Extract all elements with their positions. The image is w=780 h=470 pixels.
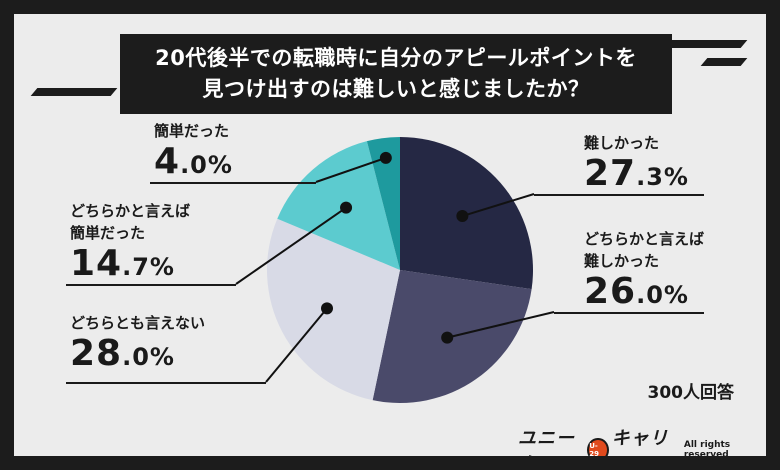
slice-label-rather-easy-1: どちらかと言えば [70,202,191,220]
underline-rather-easy [66,284,236,286]
chart-title: 20代後半での転職時に自分のアピールポイントを 見つけ出すのは難しいと感じました… [120,34,672,114]
slice-value-neutral-dec: .0% [122,343,175,371]
leader-line-neutral [265,307,328,383]
leader-line-easy [315,156,387,183]
label-slice-rather-easy: どちらかと言えば 簡単だった 14.7% [70,200,190,287]
logo-badge: U-29 [587,438,609,456]
label-slice-neutral: どちらとも言えない 28.0% [70,312,205,377]
slice-value-easy: 4.0% [154,142,233,185]
logo-text-right: キャリア [611,428,669,456]
slice-value-rather-easy-int: 14 [70,243,123,284]
leader-line-hard [462,193,535,218]
label-slice-easy: 簡単だった 4.0% [154,120,233,185]
pie-slice-neutral [267,218,400,401]
underline-neutral [66,382,266,384]
leader-dot-rather-easy [340,201,353,214]
slice-label-rather-easy-2: 簡単だった [70,224,146,242]
slice-value-rather-hard: 26.0% [584,272,704,315]
slice-value-rather-easy-dec: .7% [122,253,175,281]
respondent-count: 300人回答 [647,383,735,403]
leader-dot-rather-hard [441,331,454,344]
slice-label-rather-hard-1: どちらかと言えば [584,230,705,248]
leader-dot-easy [379,151,392,164]
pie-slice-rather-easy [277,141,400,270]
label-slice-rather-hard: どちらかと言えば 難しかった 26.0% [584,228,704,315]
underline-hard [534,194,704,196]
slice-value-hard: 27.3% [584,154,689,197]
brand-logo: ユニーク U-29 キャリア All rights reserved [518,424,766,456]
slice-value-easy-dec: .0% [180,151,233,179]
slice-value-rather-easy: 14.7% [70,244,190,287]
slice-value-neutral-int: 28 [70,333,123,374]
slice-value-easy-int: 4 [154,141,181,182]
slice-label-rather-hard-2: 難しかった [584,252,660,270]
copyright-text: All rights reserved [683,440,731,456]
underline-easy [150,182,316,184]
slice-label-hard: 難しかった [584,134,660,152]
title-line-2: 見つけ出すのは難しいと感じましたか？ [202,77,590,101]
slice-label-neutral: どちらとも言えない [70,314,206,332]
slice-value-rather-hard-dec: .0% [636,281,689,309]
leader-dot-hard [456,210,469,223]
pie-chart [235,137,555,403]
slice-label-easy: 簡単だった [154,122,230,140]
slice-value-neutral: 28.0% [70,334,205,377]
leader-line-rather-easy [235,206,347,285]
title-line-1: 20代後半での転職時に自分のアピールポイントを [155,46,637,70]
slice-value-hard-dec: .3% [636,163,689,191]
slice-value-hard-int: 27 [584,153,637,194]
logo-text-left: ユニーク [518,428,575,456]
leader-line-rather-hard [446,311,555,339]
leader-dot-neutral [321,302,334,315]
pie-slice-easy [366,137,400,270]
underline-rather-hard [554,312,704,314]
slice-value-rather-hard-int: 26 [584,271,637,312]
label-slice-hard: 難しかった 27.3% [584,132,689,197]
chart-frame: 20代後半での転職時に自分のアピールポイントを 見つけ出すのは難しいと感じました… [14,14,766,456]
